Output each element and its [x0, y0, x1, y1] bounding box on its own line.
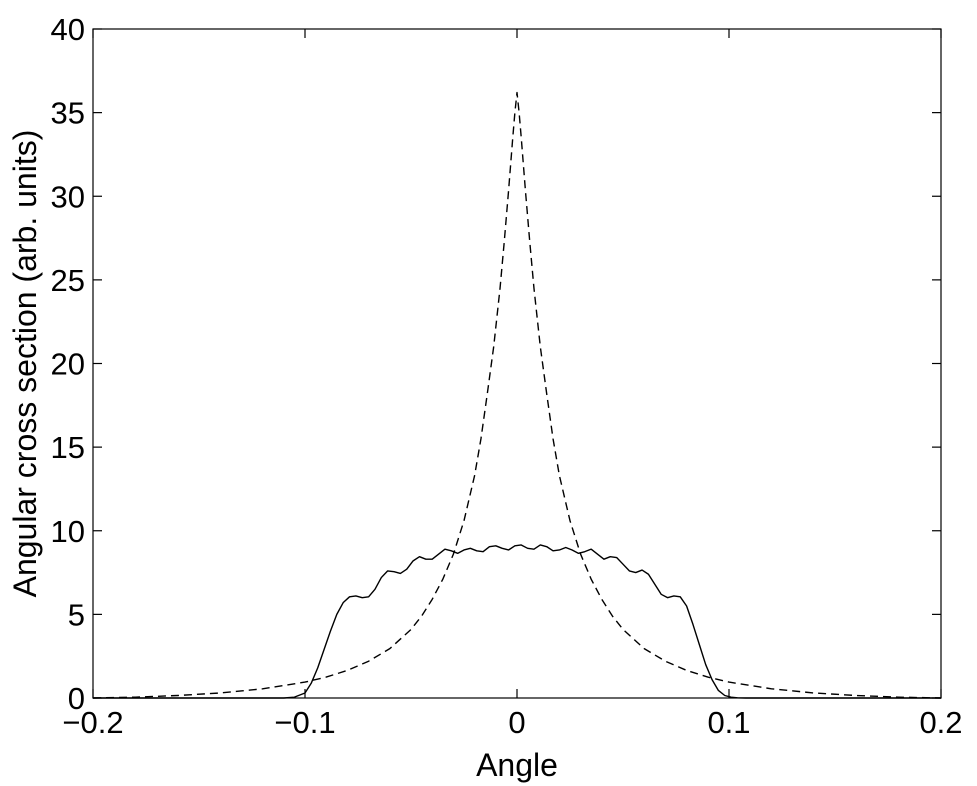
x-tick-label: 0	[508, 705, 525, 740]
y-tick-label: 35	[51, 96, 85, 131]
y-axis-title: Angular cross section (arb. units)	[7, 130, 43, 598]
y-tick-label: 0	[68, 681, 85, 716]
x-tick-label: 0.2	[919, 705, 962, 740]
series-line-solid	[93, 544, 941, 699]
x-tick-label: −0.1	[274, 705, 335, 740]
y-tick-label: 30	[51, 179, 85, 214]
tick-labels: −0.2 −0.1 0 0.1 0.2 0 5 10 15 20 25 30 35 40	[51, 12, 963, 740]
y-tick-label: 20	[51, 347, 85, 382]
plot-area	[92, 28, 942, 699]
series-layer	[92, 91, 942, 699]
y-tick-label: 5	[68, 597, 85, 632]
y-tick-label: 10	[51, 514, 85, 549]
x-tick-label: 0.1	[707, 705, 750, 740]
series-line-dashed	[92, 91, 942, 699]
x-tick-label: −0.2	[62, 705, 123, 740]
x-axis-title: Angle	[476, 747, 558, 783]
y-tick-label: 25	[51, 263, 85, 298]
y-tick-label: 15	[51, 430, 85, 465]
y-tick-label: 40	[51, 12, 85, 47]
